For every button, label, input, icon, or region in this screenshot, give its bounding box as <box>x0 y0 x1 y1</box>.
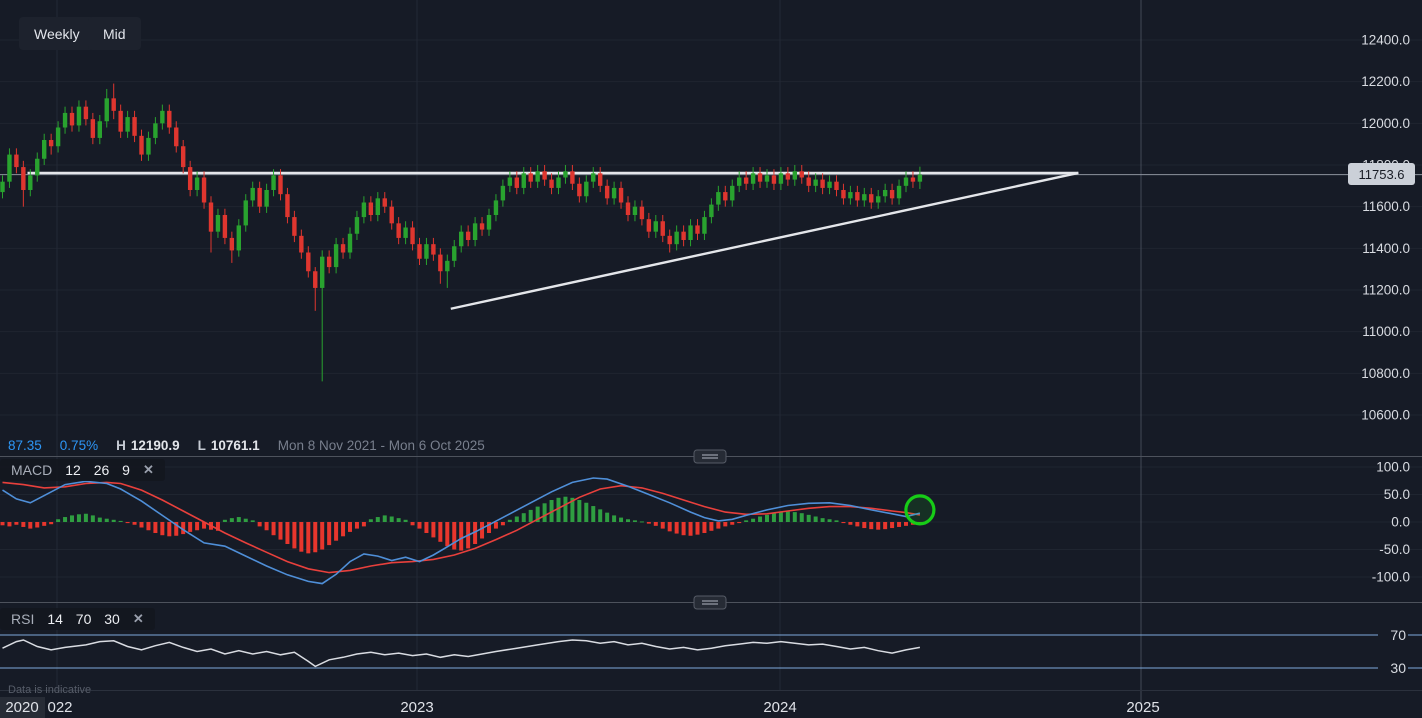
macd-highlight-circle[interactable] <box>904 494 936 526</box>
chart-size-button[interactable]: Mid <box>88 17 141 50</box>
rsi-legend: RSI 14 70 30 ✕ <box>0 608 155 630</box>
time-axis[interactable]: 2020 022 2023 2024 2025 <box>0 697 1160 718</box>
pane-resize-handle[interactable] <box>693 595 727 610</box>
rsi-series <box>2 639 921 668</box>
low-label: L <box>197 437 206 453</box>
symbol-status-bar: 87.35 0.75% H 12190.9 L 10761.1 Mon 8 No… <box>8 437 485 453</box>
trendline-drawings[interactable] <box>0 171 1422 310</box>
macd-axis-label: 50.0 <box>1384 487 1410 502</box>
macd-close-icon[interactable]: ✕ <box>142 462 154 477</box>
macd-axis-label: 100.0 <box>1376 460 1410 475</box>
high-value: 12190.9 <box>130 437 180 453</box>
macd-params: 12 26 9 <box>65 462 130 478</box>
price-axis[interactable]: 12400.012200.012000.011800.011600.011400… <box>1361 33 1410 677</box>
rsi-params: 14 70 30 <box>47 611 120 627</box>
rsi-axis-label: 70 <box>1390 627 1406 643</box>
time-axis-label: 2023 <box>400 699 433 716</box>
macd-axis-label: -50.0 <box>1379 542 1410 557</box>
time-axis-label: 2020 <box>5 699 38 716</box>
last-price-label: 11753.6 <box>1348 163 1415 185</box>
candlestick-series <box>0 83 923 382</box>
price-axis-label: 12000.0 <box>1361 116 1410 131</box>
price-axis-label: 11600.0 <box>1362 199 1410 214</box>
status-value: 87.35 <box>8 437 42 453</box>
price-axis-label: 11000.0 <box>1362 324 1410 339</box>
high-label: H <box>116 437 126 453</box>
interval-button[interactable]: Weekly <box>19 17 95 50</box>
macd-axis-label: -100.0 <box>1372 570 1410 585</box>
date-range: Mon 8 Nov 2021 - Mon 6 Oct 2025 <box>277 437 485 453</box>
macd-line <box>2 477 921 585</box>
rsi-axis-label: 30 <box>1390 660 1406 676</box>
pane-resize-handle[interactable] <box>693 449 727 464</box>
macd-title: MACD <box>11 462 53 478</box>
price-axis-label: 11400.0 <box>1362 241 1410 256</box>
rsi-level-lines <box>0 634 1422 669</box>
rsi-line <box>2 639 921 668</box>
price-axis-label: 10600.0 <box>1361 407 1410 422</box>
macd-legend: MACD 12 26 9 ✕ <box>0 459 165 481</box>
time-axis-label: 022 <box>47 699 72 716</box>
support-trendline <box>450 171 1079 310</box>
pane-separators[interactable] <box>0 449 1422 691</box>
rsi-close-icon[interactable]: ✕ <box>132 611 144 626</box>
price-axis-label: 10800.0 <box>1361 366 1410 381</box>
low-value: 10761.1 <box>210 437 260 453</box>
status-change-percent: 0.75% <box>59 437 99 453</box>
time-axis-label: 2024 <box>763 699 796 716</box>
price-axis-label: 11200.0 <box>1362 282 1410 297</box>
time-axis-label: 2025 <box>1126 699 1159 716</box>
macd-axis-label: 0.0 <box>1391 515 1410 530</box>
data-indicative-note: Data is indicative <box>8 684 92 696</box>
macd-signal-line <box>2 481 921 574</box>
price-axis-label: 12200.0 <box>1361 74 1410 89</box>
rsi-title: RSI <box>11 611 35 627</box>
macd-series <box>0 477 936 585</box>
price-axis-label: 12400.0 <box>1361 33 1410 48</box>
